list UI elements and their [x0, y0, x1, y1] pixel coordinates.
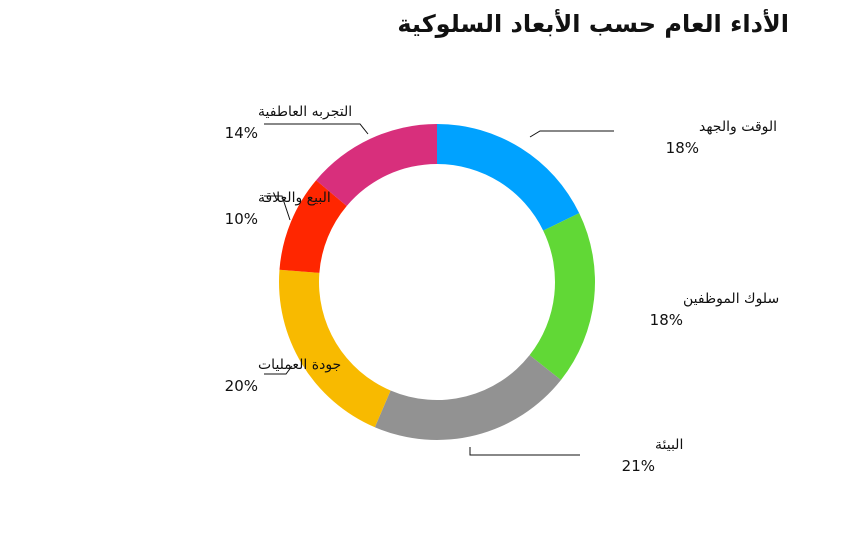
leader-line-4: [264, 365, 293, 375]
slice-label-2: سلوك الموظفين: [683, 291, 779, 307]
slice-value-label-1: 18%: [666, 139, 699, 157]
slice-value-label-2: 18%: [650, 311, 683, 329]
chart-title: الأداء العام حسب الأبعاد السلوكية: [397, 10, 789, 38]
slice-label-6: التجربه العاطفية: [258, 104, 352, 120]
leader-line-1: [529, 130, 614, 138]
slice-4: [279, 269, 391, 428]
slice-label-3: البيئة: [655, 437, 683, 453]
slice-value-label-4: 20%: [225, 377, 258, 395]
donut-slices: [279, 124, 595, 440]
slice-value-label-3: 21%: [622, 457, 655, 475]
slice-3: [374, 355, 561, 440]
leader-lines: [264, 123, 614, 456]
slice-5: [279, 180, 347, 273]
slice-label-1: الوقت والجهد: [699, 119, 777, 135]
slice-value-label-6: 14%: [225, 124, 258, 142]
leader-line-6: [264, 123, 369, 135]
slice-2: [529, 213, 595, 380]
slice-label-4: جودة العمليات: [258, 357, 341, 373]
slice-6: [316, 124, 437, 206]
leader-line-5: [264, 195, 291, 221]
slice-label-5: البيع والعلاقة: [258, 190, 331, 206]
slice-1: [437, 124, 580, 231]
slice-value-label-5: 10%: [225, 210, 258, 228]
leader-line-3: [469, 447, 580, 456]
